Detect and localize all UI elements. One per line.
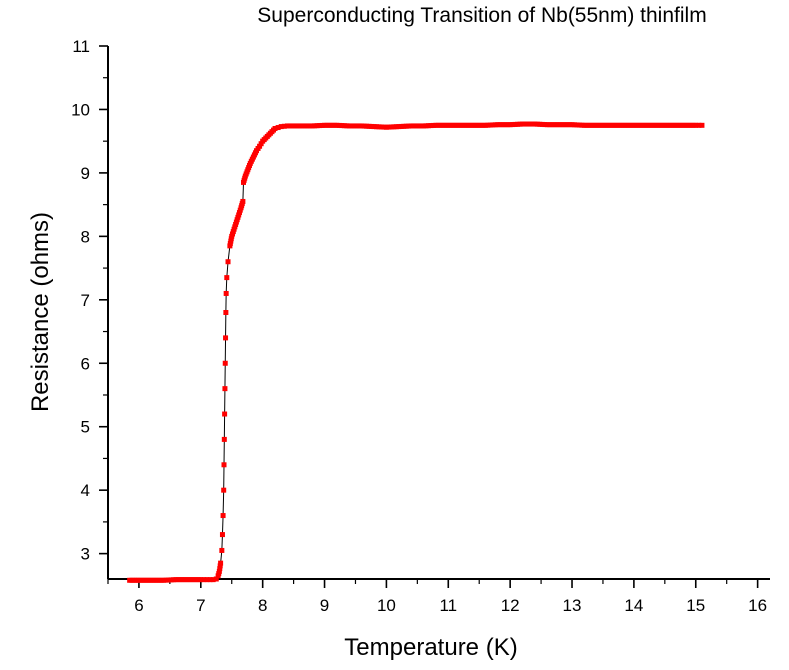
y-tick-label: 11 bbox=[72, 37, 90, 56]
data-point bbox=[223, 310, 229, 315]
x-tick-label: 11 bbox=[439, 596, 457, 615]
x-axis-label: Temperature (K) bbox=[344, 634, 517, 661]
data-point bbox=[257, 143, 263, 149]
data-point bbox=[213, 576, 219, 582]
data-point bbox=[221, 436, 227, 442]
data-point bbox=[258, 141, 264, 147]
y-tick-label: 5 bbox=[81, 418, 90, 437]
x-tick-label: 12 bbox=[501, 596, 520, 615]
data-point bbox=[218, 560, 224, 566]
data-point bbox=[219, 532, 225, 538]
y-tick-label: 9 bbox=[81, 164, 90, 183]
x-tick-label: 9 bbox=[320, 596, 329, 615]
data-point bbox=[222, 360, 228, 366]
data-point bbox=[696, 122, 702, 128]
data-point bbox=[278, 124, 284, 130]
y-tick-label: 8 bbox=[81, 227, 90, 246]
data-point bbox=[225, 259, 231, 265]
data-point bbox=[222, 386, 228, 392]
x-tick-label: 8 bbox=[258, 596, 267, 615]
data-point bbox=[693, 122, 699, 128]
x-tick-label: 15 bbox=[686, 596, 705, 615]
data-point bbox=[207, 577, 213, 583]
y-tick-label: 6 bbox=[81, 354, 90, 373]
tick-labels: 6 7 8 9 10 11 12 13 14 15 16 3 4 5 6 7 8 9 10 11 bbox=[71, 37, 767, 615]
data-point bbox=[204, 577, 210, 583]
y-tick-label: 3 bbox=[81, 545, 90, 564]
x-tick-label: 16 bbox=[748, 596, 767, 615]
data-point bbox=[219, 547, 225, 553]
data-point bbox=[272, 125, 278, 131]
data-point bbox=[217, 563, 223, 569]
x-tick-label: 13 bbox=[563, 596, 582, 615]
data-point bbox=[281, 123, 287, 129]
data-point bbox=[198, 577, 204, 583]
data-point bbox=[223, 290, 229, 296]
data-point bbox=[210, 577, 216, 583]
data-point bbox=[217, 566, 223, 572]
data-point bbox=[201, 577, 207, 583]
data-point bbox=[221, 462, 227, 468]
x-tick-label: 10 bbox=[377, 596, 396, 615]
x-tick-label: 6 bbox=[134, 596, 143, 615]
y-axis-label: Resistance (ohms) bbox=[27, 212, 54, 412]
data-point bbox=[221, 487, 227, 493]
x-tick-label: 14 bbox=[624, 596, 643, 615]
y-tick-label: 4 bbox=[81, 481, 90, 500]
data-point bbox=[223, 335, 229, 341]
x-tick-label: 7 bbox=[196, 596, 205, 615]
y-tick-label: 10 bbox=[71, 100, 90, 119]
data-point bbox=[699, 122, 705, 128]
data-points bbox=[127, 121, 705, 583]
chart-title: Superconducting Transition of Nb(55nm) t… bbox=[257, 4, 706, 27]
data-point bbox=[220, 513, 226, 519]
data-point bbox=[275, 125, 281, 131]
data-point bbox=[224, 275, 230, 281]
data-point bbox=[240, 198, 246, 204]
data-point bbox=[216, 568, 222, 574]
data-connector-line bbox=[129, 123, 702, 581]
plot-area bbox=[127, 121, 705, 583]
y-tick-label: 7 bbox=[81, 291, 90, 310]
data-point bbox=[222, 411, 228, 417]
